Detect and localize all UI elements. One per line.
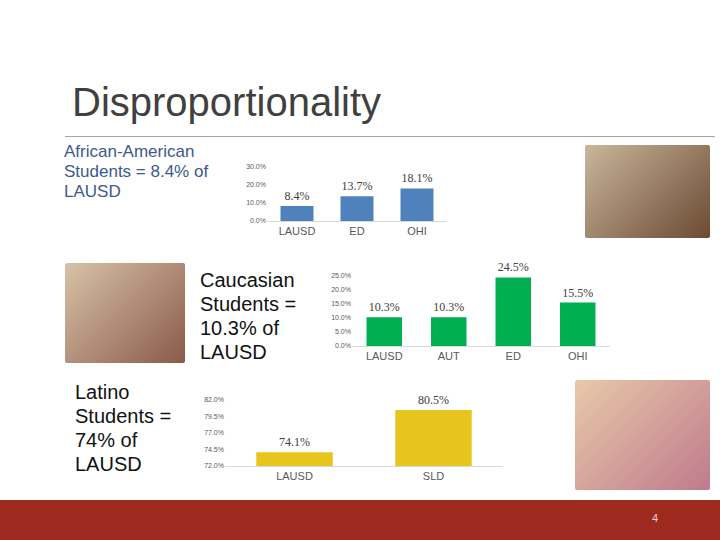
svg-text:OHI: OHI [407, 225, 427, 237]
svg-text:30.0%: 30.0% [246, 163, 266, 170]
svg-text:77.0%: 77.0% [204, 429, 224, 436]
svg-text:74.5%: 74.5% [204, 446, 224, 453]
svg-text:8.4%: 8.4% [285, 189, 310, 203]
svg-text:0.0%: 0.0% [250, 217, 266, 224]
svg-text:72.0%: 72.0% [204, 462, 224, 469]
svg-text:10.3%: 10.3% [369, 300, 400, 314]
html-text:4: 4 [651, 512, 659, 524]
html-text:Caucasian Students = 10.3% of: Caucasian Students = 10.3% of LAUSD [200, 269, 297, 363]
svg-text:5.0%: 5.0% [335, 328, 351, 335]
svg-text:82.0%: 82.0% [204, 396, 224, 403]
svg-text:OHI: OHI [568, 350, 588, 362]
svg-text:10.0%: 10.0% [246, 199, 266, 206]
svg-text:SLD: SLD [423, 470, 444, 482]
svg-text:79.5%: 79.5% [204, 413, 224, 420]
svg-text:20.0%: 20.0% [246, 181, 266, 188]
svg-text:AUT: AUT [438, 350, 460, 362]
svg-text:LAUSD: LAUSD [279, 225, 316, 237]
svg-text:24.5%: 24.5% [498, 260, 529, 274]
svg-text:15.0%: 15.0% [331, 300, 351, 307]
html-text:Disproportionality: Disproportionality [72, 80, 381, 124]
html-text:African-American Students = 8.: African-American Students = 8.4% of LAUS… [64, 142, 209, 201]
svg-text:18.1%: 18.1% [402, 171, 433, 185]
svg-text:0.0%: 0.0% [335, 342, 351, 349]
svg-text:LAUSD: LAUSD [366, 350, 403, 362]
svg-text:ED: ED [506, 350, 521, 362]
svg-text:25.0%: 25.0% [331, 272, 351, 279]
svg-text:10.0%: 10.0% [331, 314, 351, 321]
svg-text:20.0%: 20.0% [331, 286, 351, 293]
svg-text:74.1%: 74.1% [279, 435, 310, 449]
html-text:Latino Students = 74% of LAUSD: Latino Students = 74% of LAUSD [75, 381, 172, 475]
svg-text:15.5%: 15.5% [562, 286, 593, 300]
svg-text:13.7%: 13.7% [342, 179, 373, 193]
svg-text:ED: ED [349, 225, 364, 237]
svg-text:80.5%: 80.5% [418, 393, 449, 407]
svg-text:LAUSD: LAUSD [276, 470, 313, 482]
svg-text:10.3%: 10.3% [433, 300, 464, 314]
